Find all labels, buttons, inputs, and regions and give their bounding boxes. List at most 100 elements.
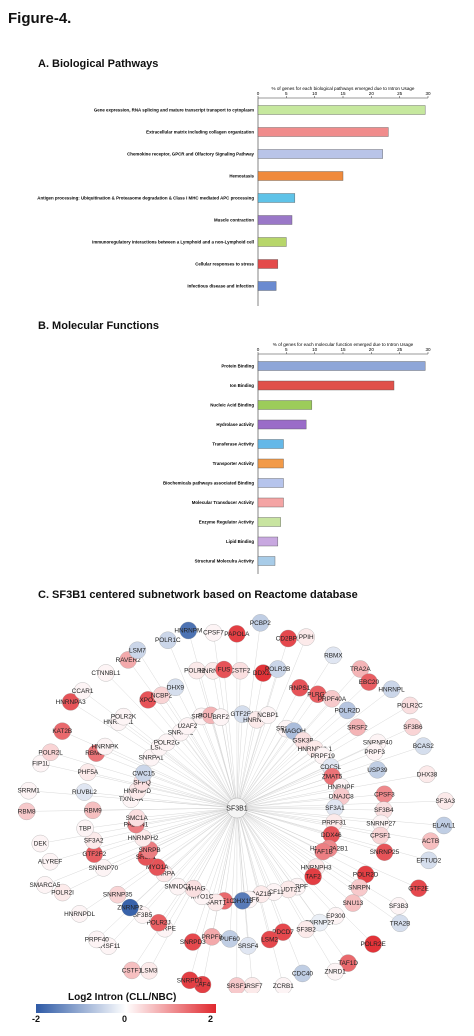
network-edge [93,807,238,841]
network-node [348,718,367,736]
network-node-label: CTNNBL1 [91,670,121,677]
network-node-label: GTF2F2 [82,851,106,858]
pathway-bar [257,149,383,159]
network-node [293,964,312,983]
network-node-label: CPSF3 [374,791,395,798]
network-node [279,629,297,648]
network-node [76,819,94,838]
network-node-label: RBM9 [84,807,102,814]
legend-title: Log2 Intron (CLL/NBC) [68,992,177,1003]
network-node-label: SRSF1 [226,983,247,990]
network-node-label: RUVBL2 [72,789,97,796]
network-edge [215,807,238,903]
function-bar [257,380,395,391]
function-bar [257,497,284,508]
network-node-label: SNRPE [154,926,176,933]
network-edge [236,807,384,811]
network-node [259,706,277,724]
network-node-label: HNRNPH3 [301,864,332,871]
network-edge [236,751,375,809]
function-category-label: Protein Binding [221,364,254,369]
network-node [375,843,394,861]
network-node-label: SRSF7 [242,983,263,990]
network-edge [220,717,238,809]
network-node [62,693,80,711]
network-node [339,954,357,972]
network-node [94,859,112,877]
network-node [382,680,401,698]
network-node-label: PRPF40A [318,696,347,703]
network-node-label: SNRNP27 [366,820,396,827]
function-bar [257,517,281,527]
network-node-label: TRA2A [350,666,371,673]
legend-tick-min: -2 [32,1014,41,1024]
network-node-label: POLR2D [353,871,379,878]
network-node [203,928,221,946]
network-node-label: LSM3 [141,968,158,975]
pathway-tick-label: 25 [397,91,403,96]
network-node-label: PRPF40 [85,936,110,943]
network-node [148,858,166,876]
network-edge [147,699,238,809]
function-bar [257,458,284,469]
network-edge [236,807,284,933]
network-node [31,834,49,853]
network-node [159,631,177,649]
network-node [41,743,60,761]
function-bar [257,439,284,449]
network-node [84,831,103,850]
function-bar [257,419,307,430]
network-edge [236,668,278,809]
network-edge [201,807,238,897]
network-node [324,646,342,664]
network-node-label: SNRNP25 [370,849,400,856]
network-edge [236,807,324,852]
network-node-label: RBM8 [18,808,36,815]
network-node [134,764,153,782]
network-node [421,832,440,850]
network-node [274,977,293,993]
network-node-label: POLR2I [51,890,74,897]
network-node-label: TAF1D [338,960,358,967]
network-node-label: PRPF3 [364,749,385,756]
network-edge [87,772,238,809]
network-node [140,962,158,980]
legend-tick-mid: 0 [122,1014,128,1024]
network-node-label: BRF2 [213,714,230,721]
network-node-label: SART1 [206,899,227,906]
function-tick-label: 10 [312,347,318,352]
function-title: % of genes for each molecular function e… [273,342,414,347]
network-edge [236,755,323,809]
network-node [181,971,199,989]
network-node-label: POLR2J [147,920,171,927]
network-node-label: DDX23 [253,670,274,677]
network-edge [236,786,342,809]
network-node-label: PRPF19 [311,753,336,760]
network-node-label: YWHAG [181,886,205,893]
network-node-label: PCBP2 [250,620,271,627]
network-node-label: SRSF2 [347,724,368,731]
network-node-label: LSM6 [151,745,168,752]
function-category-label: Hydrolase activity [216,422,254,427]
network-node-label: CPSF7 [203,630,224,637]
network-edge [196,670,238,809]
network-node [274,923,292,941]
network-node-label: CDC40 [292,970,313,977]
network-node [314,842,332,861]
network-node-label: ELAVL1 [432,822,455,829]
network-node-label: EBC20 [359,679,380,686]
network-edge [84,791,238,809]
network-node [409,879,428,897]
network-node [260,930,279,949]
legend-tick-max: 2 [208,1014,214,1024]
network-node-label: SFPQ [133,779,150,786]
network-node [128,809,146,827]
network-edge [236,807,314,877]
network-edge [236,807,307,930]
network-node-label: PDCD7 [272,929,294,936]
network-node-label: PRPF8 [202,934,223,941]
network-node-label: HNRNPUL1 [298,746,333,753]
network-edge [135,807,238,825]
network-node [149,914,168,932]
pathway-bar [257,237,287,247]
